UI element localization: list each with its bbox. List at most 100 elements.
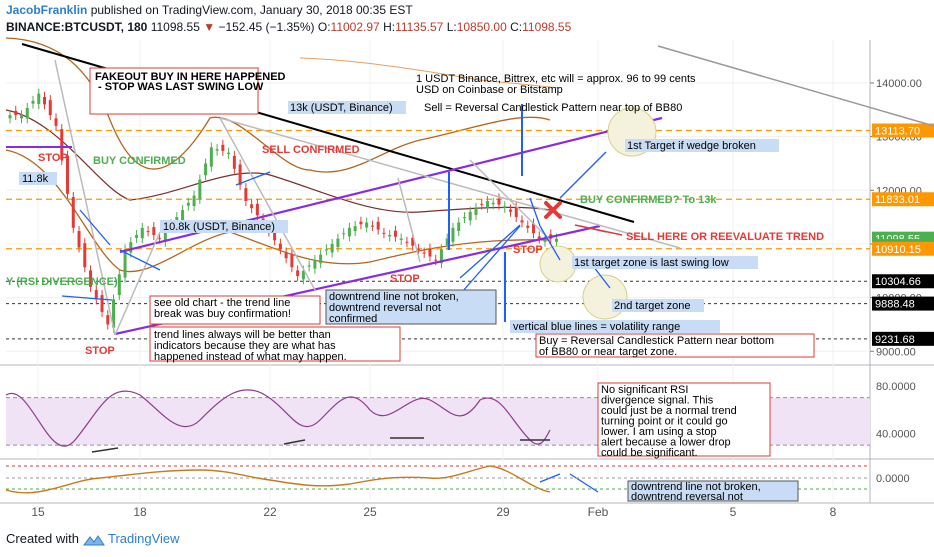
trend-lines-note: trend lines always will be better than in… [154,329,347,363]
x-tick-label-7: 8 [830,505,837,519]
target-zone1-bg [572,256,758,269]
publish-line: JacobFranklin published on TradingView.c… [6,3,413,17]
candle-body [48,100,52,116]
rsi-note: No significant RSI divergence signal. Thi… [601,384,737,459]
candle-body [20,115,24,119]
annotation-arrow [61,295,113,301]
candle-body [192,195,196,207]
price-label-6: 9888.48 [875,299,915,311]
x-tick-label-2: 22 [263,505,277,519]
candle-body [526,225,530,228]
candle-body [307,265,311,267]
candle-body [468,211,472,221]
price-label-bg [872,331,934,346]
close-label: C: [510,20,523,34]
old-chart-box [149,295,321,325]
buy-confirmed-q-label: BUY CONFIRMED? To 13k [580,194,717,206]
target-zone2-label: 2nd target zone [614,300,690,312]
candle-body [209,147,213,167]
symbol-line: BINANCE:BTCUSDT, 180 11098.55 ▼ −152.45 … [6,20,571,34]
price-label-bg [872,274,934,289]
grey-line-b [397,177,421,263]
candle-body [255,203,259,216]
candle-body [8,115,12,119]
candle-body [451,227,455,242]
high-label: H: [383,20,396,34]
grey-downtrend-line [657,45,934,127]
candle-body [31,100,35,104]
stop-label-4: STOP [513,244,543,256]
not-broken-box [325,289,497,325]
candle-body [359,221,363,225]
candle-body [434,259,438,261]
author-name[interactable]: JacobFranklin [6,3,88,17]
price-label-bg [872,241,934,256]
candle-body [215,149,219,151]
candle-body [37,93,41,105]
candle-body [106,315,110,325]
tradingview-logo-icon [82,534,105,546]
candle-body [508,209,512,212]
candle-body [514,207,518,218]
candle-body [43,96,47,105]
candle-body [198,179,202,199]
osc-note: downtrend line not broken, downtrend reve… [631,481,761,503]
candle-body [290,253,294,268]
candle-body [428,248,432,257]
candle-body [480,203,484,205]
symbol: BINANCE:BTCUSDT, 180 [6,20,148,34]
candle-body [376,221,380,230]
candle-body [250,204,254,209]
rsi-divergence-mark [283,439,306,445]
stop-label-2: STOP [85,345,115,357]
candle-body [129,242,133,253]
osc-tick-label-0: 0.0000 [876,473,910,485]
candle-body [485,201,489,208]
candle-body [112,299,116,328]
vertical-lines-note: vertical blue lines = volatility range [513,321,680,333]
annotation-arrow [569,473,599,493]
candle-body [336,238,340,248]
candle-body [140,227,144,239]
annotation-arrow [79,209,111,246]
candle-body [422,252,426,254]
grey-line-d [54,59,116,336]
candle-body [388,234,392,237]
x-tick-label-3: 25 [363,505,377,519]
not-broken-note: downtrend line not broken, downtrend reve… [329,291,459,325]
annotation-arrow [119,249,161,271]
candle-body [123,249,127,278]
candle-body [319,254,323,264]
footer: Created with TradingView [6,531,180,546]
candle-body [382,232,386,234]
low-value: 10850.00 [456,20,507,34]
candle-body [66,155,70,194]
candle-body [330,243,334,253]
candle-body [497,198,501,205]
down-arrow-icon: ▼ [203,20,216,34]
candle-body [163,231,167,242]
candle-body [152,227,156,235]
price-label-1: 11833.01 [875,194,920,206]
candle-body [370,225,374,227]
high-value: 11135.57 [395,20,444,34]
x-tick-label-4: 29 [496,505,510,519]
tradingview-link[interactable]: TradingView [108,531,180,546]
price-label-5: 10304.66 [875,276,921,288]
candle-body [503,206,507,208]
fakeout-box [89,67,259,115]
vertical-lines-bg [510,320,720,333]
candle-body [531,223,535,234]
candle-body [77,231,81,248]
candle-body [117,274,121,296]
candle-body [94,290,98,300]
trend-lines-box [149,326,401,362]
oscillator-line [5,465,551,494]
candle-body [100,295,104,312]
x-tick-label-5: Feb [588,505,609,519]
candle-body [520,220,524,223]
target-zone-1st [539,245,577,283]
candle-body [393,230,397,237]
price-change: −152.45 (−1.35%) [218,20,315,34]
